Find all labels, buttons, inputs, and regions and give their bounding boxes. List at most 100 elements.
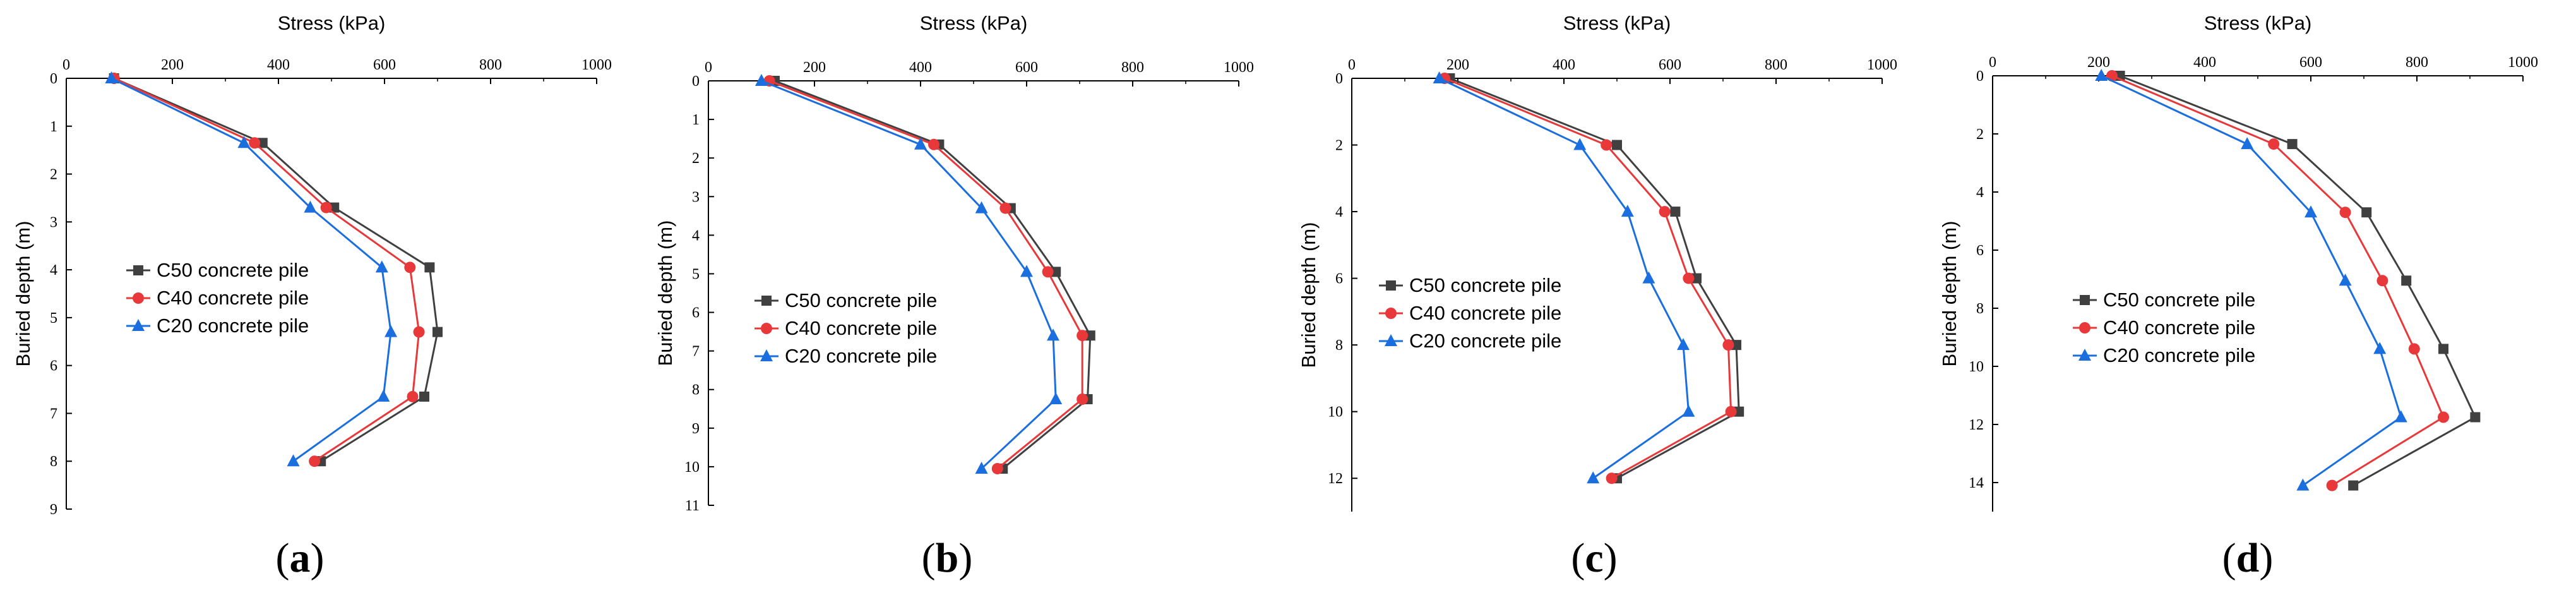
x-tick-label: 400 (267, 57, 290, 73)
panel-label-open: ( (276, 535, 290, 581)
data-point (2438, 411, 2449, 423)
series-triangle (1433, 71, 1695, 484)
legend-item: C20 concrete pile (754, 345, 937, 367)
data-point (320, 201, 332, 213)
data-point (2268, 138, 2280, 150)
panel-label-letter: b (936, 535, 959, 581)
data-point (2305, 205, 2317, 218)
legend: C50 concrete pile C40 concrete pile C20 co… (754, 289, 937, 367)
data-point (1734, 406, 1744, 417)
legend-marker (761, 323, 772, 334)
y-tick-label: 3 (50, 214, 57, 231)
x-tick-label: 1000 (2508, 54, 2538, 71)
data-point (2339, 273, 2352, 286)
legend-item: C40 concrete pile (2073, 316, 2255, 339)
y-tick-label: 7 (50, 406, 57, 422)
legend-label: C50 concrete pile (785, 289, 937, 311)
data-point (1722, 339, 1734, 351)
data-point (1725, 406, 1737, 418)
chart-panel-a: 0 200 400 600 800 1000 0 1 2 3 4 5 6 7 8 9 Stress (kPa) B… (12, 12, 612, 581)
panel-label-close: ) (311, 535, 325, 581)
x-tick-label: 1000 (581, 57, 612, 73)
y-tick-label: 9 (50, 502, 57, 518)
data-point (1051, 267, 1061, 277)
data-point (2408, 343, 2420, 355)
data-point (1612, 140, 1622, 150)
y-tick-label: 8 (692, 382, 700, 399)
x-tick-label: 600 (1659, 57, 1681, 73)
data-point (2339, 207, 2351, 219)
data-point (377, 389, 390, 402)
data-point (105, 71, 118, 83)
x-axis-title: Stress (kPa) (1563, 12, 1671, 34)
panel-label-close: ) (2259, 535, 2273, 581)
legend: C50 concrete pile C40 concrete pile C20 co… (126, 259, 309, 337)
data-point (1085, 330, 1095, 341)
y-tick-label: 1 (692, 112, 700, 128)
legend-marker (1385, 334, 1397, 346)
y-tick-label: 12 (1328, 471, 1343, 487)
y-tick-label: 6 (1976, 243, 1984, 259)
x-tick-label: 800 (2406, 54, 2428, 71)
legend-marker (1385, 308, 1397, 319)
panel-label-close: ) (958, 535, 972, 581)
data-point (2376, 275, 2388, 287)
y-tick-label: 11 (685, 498, 700, 514)
x-tick-label: 800 (1121, 59, 1144, 76)
y-tick-label: 10 (1969, 359, 1984, 375)
y-tick-label: 5 (692, 266, 700, 282)
chart-panel-b: 0 200 400 600 800 1000 0 1 2 3 4 5 6 7 8 9 10 11 Stress (k… (654, 12, 1254, 581)
data-point (1682, 404, 1695, 417)
y-tick-label: 2 (1335, 138, 1343, 154)
x-tick-label: 200 (1446, 57, 1469, 73)
legend-marker (133, 292, 144, 304)
data-point (2438, 344, 2448, 354)
panel-label-open: ( (2222, 535, 2236, 581)
x-tick-label: 0 (1989, 54, 1996, 71)
y-tick-label: 2 (1976, 126, 1984, 143)
legend-label: C20 concrete pile (157, 315, 309, 337)
series-line (761, 80, 1057, 470)
panel-label-letter: d (2236, 535, 2260, 581)
x-tick-label: 200 (2087, 54, 2110, 71)
legend-label: C40 concrete pile (785, 317, 937, 339)
y-tick-label: 0 (1976, 68, 1984, 85)
legend-item: C20 concrete pile (126, 315, 309, 337)
y-tick-label: 8 (50, 454, 57, 470)
legend-marker (2078, 349, 2091, 361)
data-point (1677, 338, 1690, 351)
y-tick-label: 10 (1328, 404, 1343, 421)
data-point (2095, 69, 2108, 81)
data-point (375, 260, 388, 273)
data-point (1691, 273, 1702, 284)
data-point (1587, 471, 1600, 484)
y-tick-label: 0 (692, 73, 700, 90)
y-tick-label: 5 (50, 310, 57, 327)
legend-label: C50 concrete pile (157, 259, 309, 281)
data-point (1076, 330, 1088, 342)
data-point (1433, 71, 1446, 83)
data-point (309, 455, 321, 467)
data-point (2241, 137, 2254, 150)
data-point (2394, 410, 2407, 423)
x-tick-label: 1000 (1224, 59, 1254, 76)
legend-marker (133, 265, 143, 275)
x-tick-label: 400 (2193, 54, 2216, 71)
y-tick-label: 7 (692, 344, 700, 360)
series-line (2111, 75, 2445, 486)
legend-label: C20 concrete pile (785, 345, 937, 367)
x-tick-label: 800 (479, 57, 502, 73)
data-point (2361, 207, 2372, 218)
y-tick-label: 0 (50, 71, 57, 87)
x-tick-label: 0 (1348, 57, 1356, 73)
y-tick-label: 6 (50, 358, 57, 375)
panel-label: (d) (2222, 535, 2274, 581)
y-tick-label: 1 (50, 119, 57, 135)
data-point (975, 201, 988, 213)
legend-item: C50 concrete pile (1379, 274, 1561, 296)
data-point (2401, 275, 2412, 286)
legend: C50 concrete pile C40 concrete pile C20 co… (2073, 289, 2255, 366)
data-point (991, 462, 1003, 474)
legend-marker (761, 296, 772, 306)
